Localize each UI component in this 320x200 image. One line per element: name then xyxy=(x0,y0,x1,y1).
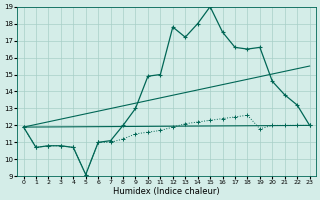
X-axis label: Humidex (Indice chaleur): Humidex (Indice chaleur) xyxy=(113,187,220,196)
